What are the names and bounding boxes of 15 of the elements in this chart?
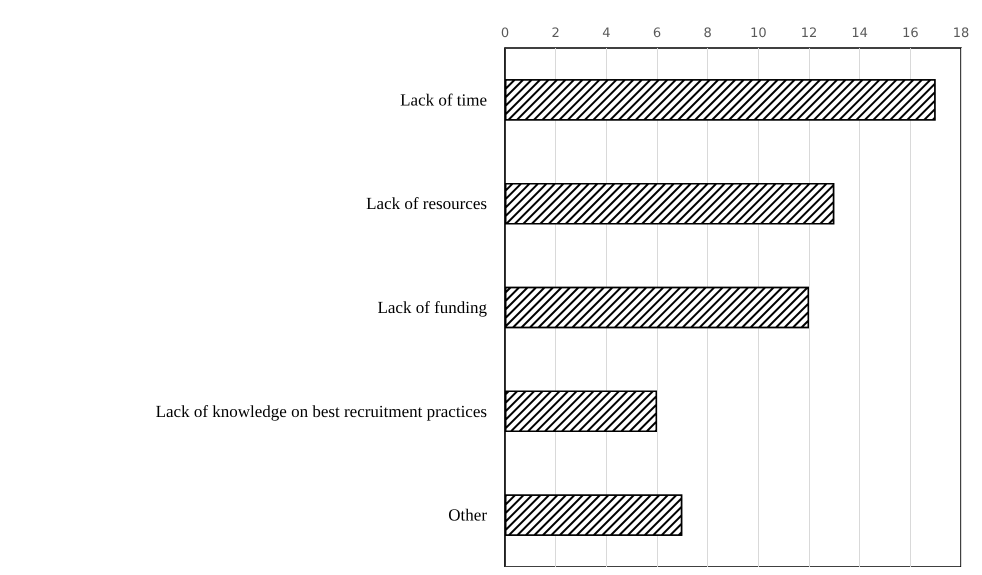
y-tick-label: Lack of time [400,90,487,110]
y-tick-label: Lack of resources [366,194,487,214]
x-tick-label: 6 [652,26,662,41]
x-tick-label: 0 [500,26,510,41]
x-tick-label: 10 [750,26,767,41]
y-tick-label: Lack of knowledge on best recruitment practices [156,402,487,421]
x-tick-label: 4 [602,26,610,41]
x-tick-label: 14 [851,26,868,41]
x-tick-label: 18 [952,26,970,41]
x-tick-label: 12 [800,26,818,41]
y-tick-label: Lack of funding [377,298,488,317]
y-tick-label: Other [448,506,488,525]
x-tick-label: 8 [704,26,712,41]
x-tick-label: 16 [902,26,919,41]
x-tick-label: 2 [552,26,560,41]
